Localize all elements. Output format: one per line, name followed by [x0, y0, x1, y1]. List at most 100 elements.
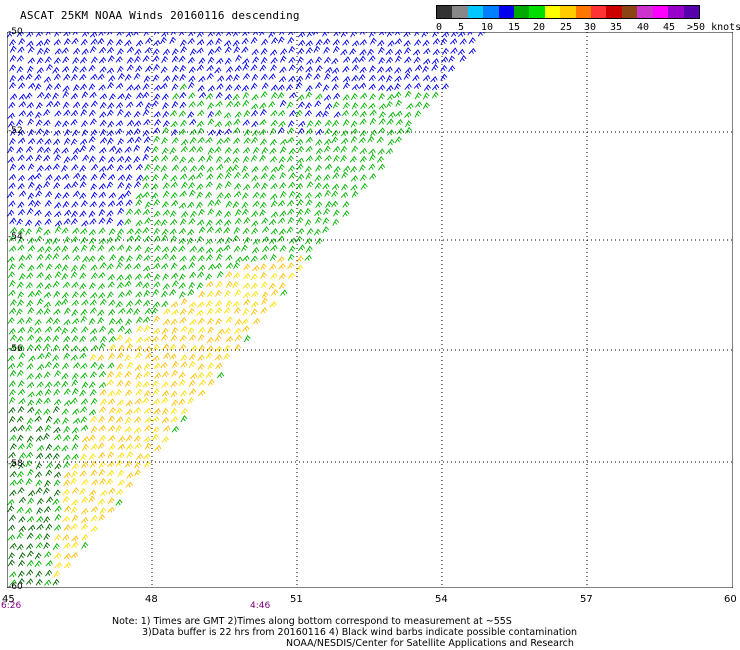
wind-barb: [25, 73, 33, 81]
legend-swatch: [529, 6, 545, 18]
wind-barb: [270, 200, 278, 208]
wind-barb: [315, 201, 323, 209]
wind-barb: [116, 32, 124, 36]
wind-barb: [216, 57, 224, 65]
wind-barb: [71, 372, 79, 380]
wind-barb: [81, 436, 90, 443]
wind-barb: [62, 362, 70, 370]
wind-barb: [234, 318, 242, 326]
wind-barb: [98, 468, 106, 477]
wind-barb: [324, 119, 332, 127]
wind-barb: [189, 48, 197, 56]
wind-barb: [233, 262, 240, 270]
wind-barb: [99, 165, 107, 173]
wind-barb: [261, 297, 268, 305]
wind-barb: [53, 147, 61, 155]
wind-barb: [90, 425, 98, 434]
wind-barb: [297, 199, 304, 207]
wind-barb: [43, 146, 51, 154]
wind-barb: [115, 488, 124, 496]
wind-barb: [117, 65, 124, 73]
wind-barb: [134, 48, 142, 56]
wind-barb: [62, 488, 70, 496]
wind-barb: [161, 173, 169, 181]
wind-barb: [71, 264, 78, 272]
wind-barb: [43, 229, 51, 236]
wind-barb: [107, 460, 115, 468]
wind-barb: [351, 190, 359, 198]
wind-barb: [27, 497, 35, 505]
wind-barb: [280, 48, 288, 55]
wind-barb: [34, 200, 41, 208]
wind-barb: [18, 82, 26, 89]
wind-barb: [107, 273, 115, 281]
wind-barb: [160, 82, 168, 90]
wind-barb: [171, 280, 179, 288]
legend-label: 20: [533, 22, 546, 33]
wind-barb: [215, 209, 223, 217]
wind-barb: [35, 398, 43, 406]
wind-barb: [234, 334, 242, 342]
wind-barb: [279, 55, 287, 63]
wind-barb: [9, 74, 17, 83]
wind-barb: [242, 255, 250, 262]
wind-barb: [243, 272, 251, 280]
wind-barb: [242, 325, 250, 332]
wind-barb: [98, 342, 106, 350]
wind-barb: [296, 65, 304, 72]
wind-barb: [116, 219, 124, 227]
wind-barb: [115, 459, 123, 467]
wind-barb: [198, 379, 206, 387]
wind-barb: [107, 102, 115, 110]
wind-barb: [215, 289, 222, 297]
wind-barb: [179, 308, 187, 316]
wind-barb: [99, 298, 107, 306]
wind-barb: [25, 253, 33, 261]
wind-barb: [169, 254, 177, 261]
wind-barb: [26, 207, 34, 215]
wind-barb: [71, 73, 78, 81]
wind-barb: [170, 318, 178, 326]
wind-barb: [385, 66, 393, 73]
wind-barb-map[interactable]: [7, 32, 733, 588]
wind-barb: [214, 335, 222, 342]
wind-barb: [79, 352, 87, 359]
wind-barb: [98, 208, 106, 217]
wind-barb: [43, 397, 51, 404]
wind-barb: [35, 119, 43, 127]
wind-barb: [198, 326, 206, 334]
wind-barb: [36, 272, 44, 279]
wind-barb: [295, 182, 303, 190]
wind-barb: [133, 72, 141, 80]
wind-barb: [225, 316, 233, 323]
wind-barb: [61, 47, 69, 54]
wind-barb: [89, 389, 97, 396]
wind-barb: [90, 361, 98, 369]
wind-barb: [259, 64, 267, 72]
wind-barb: [63, 352, 71, 360]
wind-barb: [17, 380, 25, 388]
wind-barb: [251, 301, 259, 308]
wind-barb: [98, 237, 106, 245]
wind-barb: [107, 327, 115, 335]
wind-barb: [224, 192, 232, 200]
wind-barb: [81, 534, 89, 541]
wind-barb: [116, 274, 124, 281]
wind-barb: [340, 129, 349, 137]
wind-barb: [63, 307, 71, 315]
wind-barb: [109, 93, 116, 101]
wind-barb: [97, 498, 105, 505]
wind-barb: [161, 155, 169, 162]
wind-barb: [99, 128, 107, 137]
wind-barb: [369, 109, 377, 116]
wind-barb: [251, 48, 259, 56]
wind-barb: [404, 47, 412, 55]
wind-barb: [108, 228, 116, 236]
wind-barb: [99, 101, 107, 109]
wind-barb: [144, 201, 152, 209]
wind-barb: [16, 32, 24, 37]
wind-barb: [225, 166, 234, 173]
wind-barb: [198, 344, 206, 352]
wind-barb: [18, 398, 26, 405]
lat-label: -50: [8, 27, 23, 37]
